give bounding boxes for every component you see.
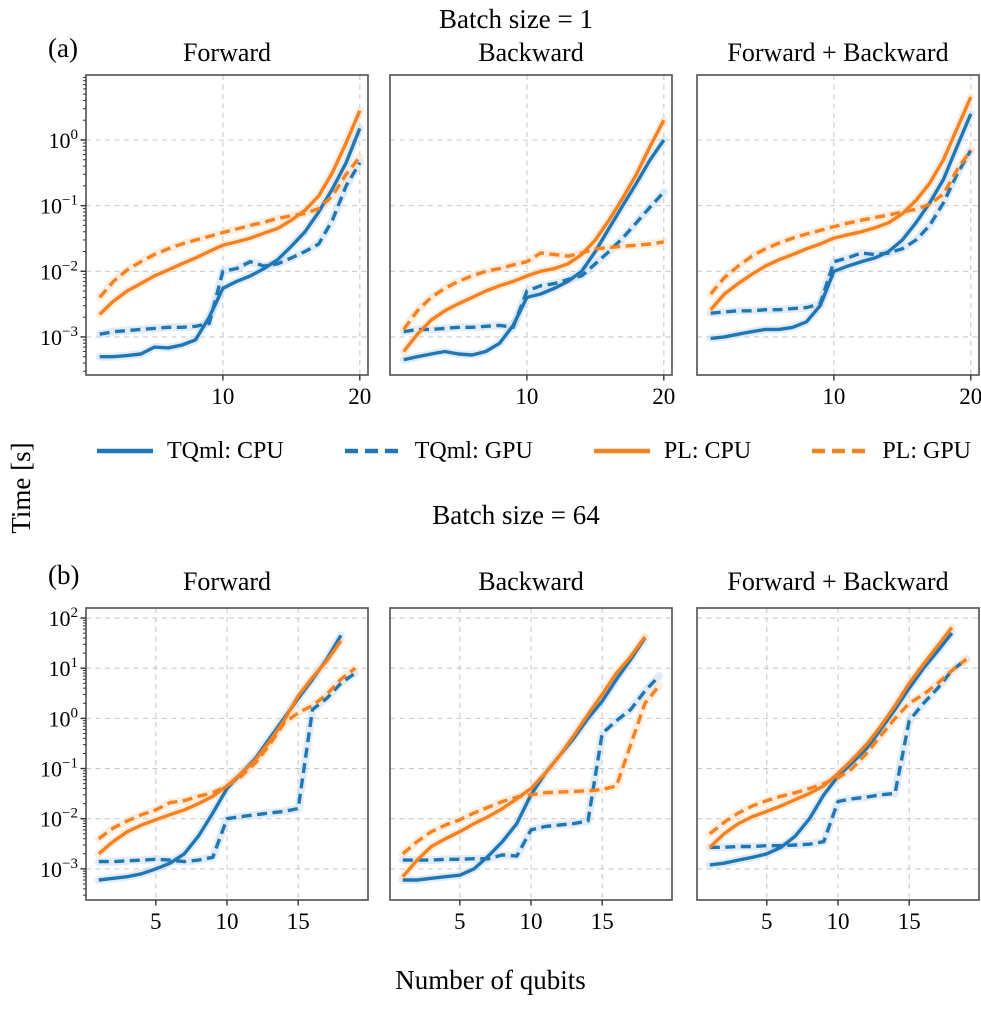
subplot-title-a-forward-backward: Forward + Backward: [727, 38, 949, 67]
subplot-title-b-backward: Backward: [478, 567, 584, 596]
y-tick-label: 102: [49, 605, 79, 631]
series-line-tqml-gpu: [709, 658, 968, 849]
panel-label-a: (a): [48, 33, 78, 63]
x-tick-label: 15: [591, 909, 614, 934]
dashed-line-icon: [812, 448, 869, 454]
x-tick-label: 10: [216, 909, 239, 934]
x-tick-label: 10: [211, 384, 234, 409]
subplot-title-a-backward: Backward: [478, 38, 584, 67]
series-line-tqml-gpu: [710, 149, 973, 315]
legend-item-pl-gpu: PL: GPU: [811, 438, 971, 465]
y-tick-label: 101: [49, 655, 79, 681]
subplot-a-0: 10 20 100 10−1 10−2 10−3: [40, 74, 371, 409]
x-tick-label: 10: [822, 384, 845, 409]
y-tick-label: 100: [49, 705, 79, 731]
y-tick-label: 10−1: [40, 193, 78, 219]
subplot-title-b-forward-backward: Forward + Backward: [727, 567, 949, 596]
series-line-pl-cpu: [708, 626, 954, 849]
suptitle-batch-1: Batch size = 1: [439, 4, 593, 34]
series-line-tqml-cpu: [709, 632, 954, 867]
dashed-line-icon: [344, 448, 401, 454]
series-line-pl-gpu: [98, 155, 362, 299]
solid-line-icon: [593, 448, 650, 454]
y-tick-label: 10−3: [40, 856, 78, 882]
series-line-tqml-gpu: [402, 674, 661, 862]
legend-label: TQml: CPU: [167, 437, 284, 464]
y-tick-label: 10−1: [40, 756, 78, 782]
subplot-a-1: 10 20: [389, 74, 675, 409]
x-tick-label: 20: [652, 384, 675, 409]
legend-item-tqml-gpu: TQml: GPU: [344, 438, 533, 465]
x-tick-label: 15: [287, 909, 310, 934]
x-tick-label: 10: [827, 909, 850, 934]
subplot-title-b-forward: Forward: [182, 567, 272, 596]
subplot-a-2: 10 20: [696, 74, 981, 409]
x-tick-label: 5: [761, 909, 773, 934]
series-line-tqml-gpu: [99, 161, 362, 336]
series-line-pl-gpu: [708, 658, 968, 836]
series-line-tqml-gpu: [403, 191, 666, 334]
legend-label: PL: CPU: [663, 437, 752, 464]
subplot-b-0: 5 10 15 102 101 100 10−1 10−2 10−3: [40, 605, 369, 934]
x-tick-label: 5: [150, 909, 162, 934]
series-line-pl-cpu: [401, 635, 647, 878]
series-line-tqml-cpu: [403, 139, 666, 362]
series-band-pl-gpu: [95, 153, 364, 302]
series-line-pl-gpu: [709, 149, 973, 296]
legend-item-tqml-cpu: TQml: CPU: [96, 438, 284, 465]
x-tick-label: 15: [898, 909, 921, 934]
subplot-b-2: 5 10 15: [696, 607, 980, 934]
series-line-tqml-cpu: [402, 637, 647, 882]
series-line-pl-cpu: [98, 109, 362, 316]
y-axis-label: Time [s]: [6, 442, 36, 534]
y-tick-label: 100: [49, 127, 79, 153]
series-band-pl-gpu: [399, 237, 668, 334]
series-line-pl-gpu: [401, 684, 661, 856]
panel-label-b: (b): [48, 560, 80, 590]
suptitle-batch-64: Batch size = 64: [432, 500, 600, 530]
series-line-tqml-gpu: [98, 671, 357, 864]
series-line-pl-cpu: [402, 119, 666, 353]
solid-line-icon: [97, 448, 153, 454]
y-tick-label: 10−2: [40, 806, 78, 832]
y-tick-label: 10−2: [40, 258, 78, 284]
series-line-pl-cpu: [709, 96, 973, 311]
x-tick-label: 5: [454, 909, 466, 934]
x-axis-label: Number of qubits: [395, 965, 586, 995]
legend-label: PL: GPU: [882, 437, 971, 464]
subplot-title-a-forward: Forward: [182, 38, 272, 67]
legend-item-pl-cpu: PL: CPU: [593, 438, 751, 465]
x-tick-label: 10: [520, 909, 543, 934]
x-tick-label: 20: [959, 384, 981, 409]
series-line-tqml-cpu: [99, 127, 362, 359]
subplot-b-1: 5 10 15: [389, 607, 673, 934]
legend: TQml: CPU TQml: GPU PL: CPU PL: GPU: [96, 434, 971, 468]
y-tick-label: 10−3: [40, 324, 78, 350]
x-tick-label: 20: [348, 384, 371, 409]
legend-label: TQml: GPU: [414, 437, 533, 464]
series-line-pl-gpu: [97, 666, 357, 841]
x-tick-label: 10: [515, 384, 538, 409]
